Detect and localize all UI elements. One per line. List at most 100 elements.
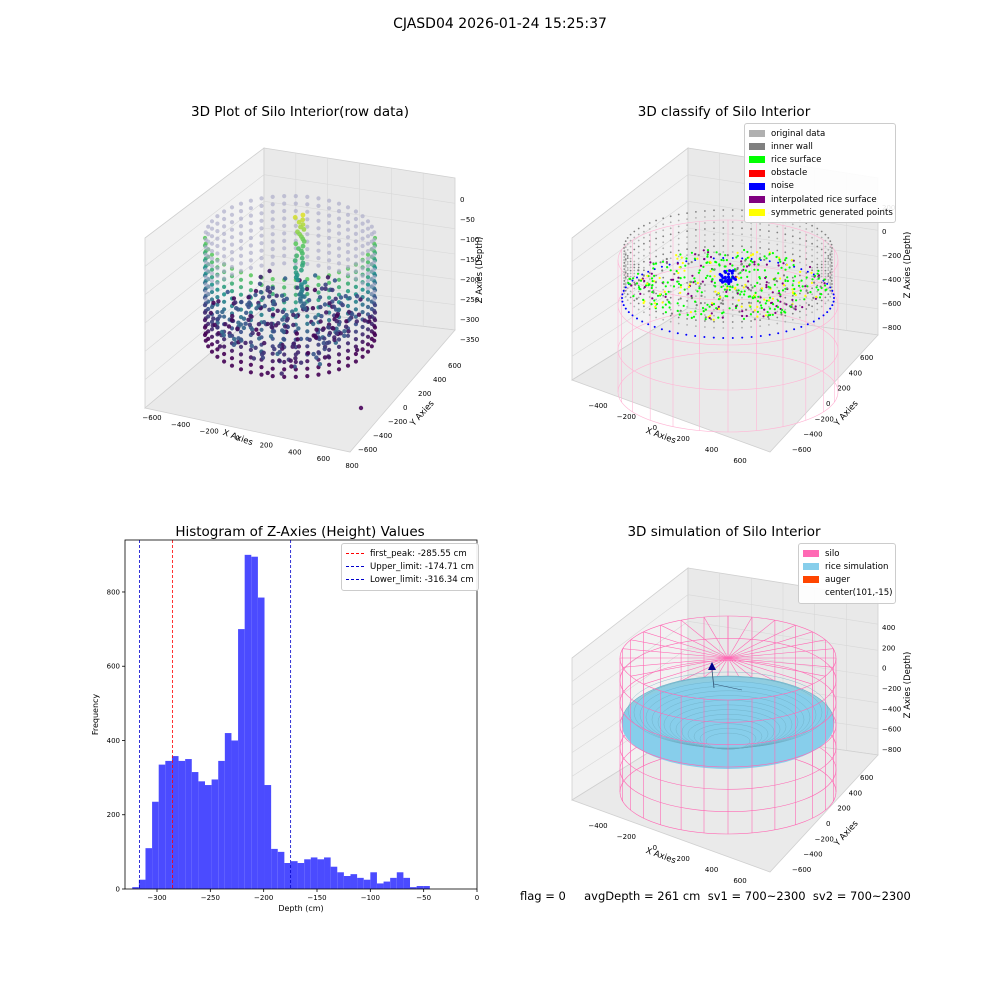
classify-wall-point — [648, 252, 651, 254]
histogram-bar — [337, 872, 344, 889]
classify-surface-point — [756, 315, 759, 318]
raw-wall-point — [360, 266, 365, 271]
raw-wall-point — [259, 256, 264, 261]
classify-wall-point — [827, 237, 830, 239]
classify-wall-point — [824, 239, 827, 242]
raw-wall-point — [305, 232, 310, 237]
classify-wall-point — [827, 249, 830, 251]
classify-surface-point — [780, 311, 783, 314]
classify-wall-point — [805, 246, 808, 248]
raw-plot-title: 3D Plot of Silo Interior(row data) — [191, 104, 409, 120]
raw-floor-point — [318, 319, 323, 324]
classify-wall-point — [776, 243, 779, 246]
raw-floor-point — [325, 275, 331, 280]
raw-wall-point — [327, 243, 332, 248]
classify-surface-point — [693, 257, 696, 260]
raw-wall-point — [229, 289, 235, 294]
raw-wall-point — [327, 258, 332, 263]
classify-wall-point — [831, 283, 833, 285]
classify-surface-point — [765, 281, 768, 284]
classify-surface-point — [751, 261, 754, 264]
classify-surface-point — [679, 284, 682, 287]
classify-surface-point — [710, 318, 713, 321]
raw-wall-point — [215, 221, 220, 226]
raw-wall-point — [206, 291, 211, 296]
classify-wall-point — [829, 283, 832, 286]
classify-wall-point — [791, 312, 794, 315]
classify-wall-point — [713, 209, 715, 212]
classify-surface-point — [683, 276, 686, 279]
classify-wall-point — [624, 265, 627, 268]
raw-wall-point — [336, 224, 342, 229]
histogram-bar — [416, 886, 424, 889]
raw-wall-point — [345, 303, 351, 309]
raw-wall-point — [293, 292, 298, 297]
raw-floor-point — [322, 302, 328, 307]
simulation-legend-entry: center(101,-15) — [803, 587, 893, 600]
classify-wall-point — [731, 315, 734, 317]
classify-wall-point — [677, 219, 680, 222]
classify-wall-point — [816, 263, 819, 266]
classify-surface-point — [687, 262, 690, 265]
classify-wall-point — [686, 288, 688, 290]
classify-surface-point — [713, 268, 716, 271]
classify-wall-point — [768, 230, 770, 232]
classify-wall-point — [827, 267, 830, 269]
classify-wall-point — [827, 261, 830, 263]
classify-wall-point — [677, 243, 680, 246]
classify-surface-point — [706, 261, 709, 264]
raw-auger-point — [300, 251, 305, 256]
simulation-ylabel: Y Axies — [832, 818, 861, 849]
raw-wall-point — [365, 342, 371, 347]
classify-wall-point — [626, 269, 629, 271]
raw-wall-point — [327, 362, 332, 367]
raw-wall-point — [209, 267, 215, 272]
classify-surface-point — [747, 288, 751, 291]
raw-wall-point — [259, 365, 264, 370]
histogram-bar — [211, 779, 219, 889]
raw-wall-point — [305, 202, 310, 207]
classify-surface-point — [756, 300, 759, 303]
classify-surface-point — [751, 253, 755, 256]
classify-surface-point — [726, 295, 729, 298]
classify-surface-point — [741, 310, 744, 313]
classify-wall-point — [776, 316, 779, 319]
raw-wall-point — [353, 239, 358, 244]
raw-floor-point — [246, 317, 251, 322]
classify-wall-point — [768, 236, 770, 238]
cls-ytick-label: 0 — [826, 400, 830, 408]
classify-surface-point — [676, 309, 679, 312]
raw-floor-point — [347, 317, 352, 322]
classify-wall-point — [741, 245, 743, 248]
raw-wall-point — [222, 359, 227, 364]
classify-wall-point — [768, 288, 770, 290]
classify-wall-point — [799, 255, 801, 258]
raw-floor-point — [362, 318, 367, 323]
classify-surface-point — [665, 257, 668, 261]
classify-surface-point — [639, 292, 642, 295]
raw-wall-point — [259, 233, 264, 238]
histogram-xtick-label: −250 — [201, 894, 220, 902]
classify-wall-point — [624, 246, 627, 249]
raw-wall-point — [353, 314, 358, 319]
raw-floor-point — [236, 320, 241, 325]
classify-wall-point — [784, 290, 787, 293]
classify-wall-point — [811, 275, 813, 278]
classify-wall-point — [820, 236, 823, 239]
classify-surface-point — [728, 307, 731, 310]
sim-ztick-label: −800 — [882, 746, 901, 754]
cls-ztick-label: 0 — [882, 228, 886, 236]
classify-surface-point — [653, 302, 657, 305]
histogram-bar — [205, 785, 212, 889]
raw-floor-point — [265, 370, 270, 376]
classify-wall-point — [830, 273, 833, 276]
classify-wall-point — [722, 251, 725, 253]
classify-wall-point — [637, 245, 640, 248]
raw-floor-point — [306, 298, 312, 303]
classify-surface-point — [737, 272, 740, 275]
raw-wall-point — [215, 214, 220, 219]
raw-floor-point — [322, 336, 327, 341]
classify-wall-point — [662, 276, 665, 279]
classify-wall-point — [624, 276, 627, 279]
classify-noise-point — [759, 335, 762, 337]
